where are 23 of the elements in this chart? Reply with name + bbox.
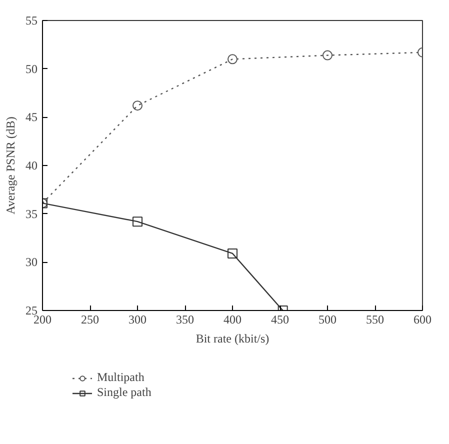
- point: [228, 54, 238, 64]
- y-tick-label: 45: [26, 110, 38, 124]
- legend-label: Single path: [97, 385, 152, 400]
- x-tick-label: 250: [81, 312, 99, 326]
- point: [228, 248, 238, 258]
- x-tick-label: 500: [318, 312, 336, 326]
- y-tick-label: 50: [26, 62, 38, 76]
- y-tick-label: 40: [26, 158, 38, 172]
- legend-label: Multipath: [97, 370, 144, 385]
- x-tick-label: 600: [414, 312, 432, 326]
- y-tick-label: 30: [26, 255, 38, 270]
- x-tick-label: 350: [176, 312, 194, 326]
- x-tick-label: 300: [128, 312, 146, 326]
- y-axis-title: Average PSNR (dB): [4, 116, 18, 214]
- point: [132, 216, 142, 227]
- y-tick-label: 55: [26, 14, 38, 28]
- point: [322, 50, 332, 60]
- point: [132, 100, 142, 111]
- x-axis-title: Bit rate (kbit/s): [196, 332, 270, 346]
- y-tick-label: 35: [26, 206, 38, 221]
- x-tick-label: 450: [271, 312, 289, 326]
- x-tick-label: 550: [366, 312, 384, 326]
- x-tick-label: 400: [224, 312, 242, 326]
